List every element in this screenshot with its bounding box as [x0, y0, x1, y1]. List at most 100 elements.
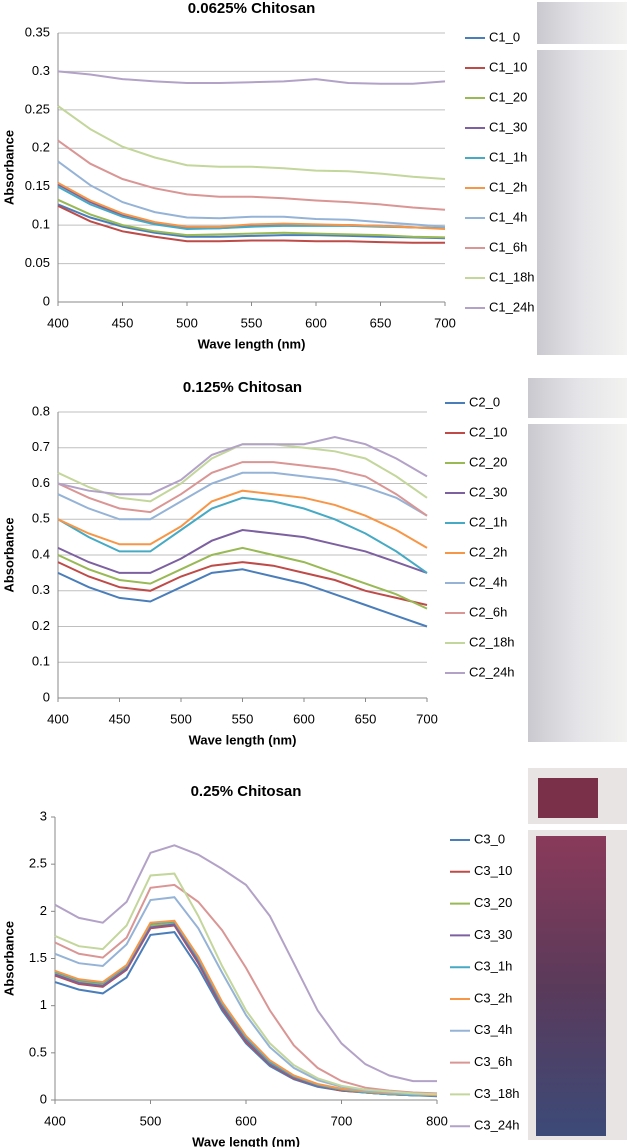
- y-axis-title: Absorbance: [1, 921, 16, 996]
- legend-label: C3_20: [474, 895, 512, 910]
- legend-label: C1_0: [489, 29, 520, 44]
- data-line: [57, 461, 428, 517]
- legend-label: C3_4h: [474, 1022, 512, 1037]
- y-tick-label: 3: [40, 808, 47, 823]
- legend-label: C1_24h: [489, 299, 535, 314]
- data-line: [57, 496, 428, 574]
- y-tick-label: 0.5: [32, 511, 50, 526]
- data-line: [57, 489, 428, 549]
- x-tick-label: 550: [232, 711, 254, 726]
- x-tick-label: 500: [176, 315, 198, 330]
- legend-label: C3_30: [474, 927, 512, 942]
- legend-label: C3_18h: [474, 1086, 520, 1101]
- x-tick-label: 500: [140, 1113, 162, 1128]
- data-line: [57, 139, 446, 211]
- x-axis-title: Wave length (nm): [192, 1134, 300, 1147]
- y-axis-title: Absorbance: [1, 130, 16, 205]
- legend-label: C1_6h: [489, 239, 527, 254]
- legend-label: C2_24h: [469, 664, 515, 679]
- y-tick-label: 0.2: [32, 618, 50, 633]
- y-tick-label: 0: [40, 1091, 47, 1106]
- y-tick-label: 2: [40, 903, 47, 918]
- legend-label: C3_10: [474, 863, 512, 878]
- chart-title: 0.125% Chitosan: [183, 379, 302, 396]
- y-tick-label: 0.6: [32, 475, 50, 490]
- x-tick-label: 400: [47, 315, 69, 330]
- y-tick-label: 0.8: [32, 403, 50, 418]
- legend-label: C1_1h: [489, 149, 527, 164]
- data-line: [57, 203, 446, 240]
- legend-label: C1_20: [489, 89, 527, 104]
- legend-label: C3_0: [474, 831, 505, 846]
- x-tick-label: 700: [331, 1113, 353, 1128]
- legend-label: C2_30: [469, 484, 507, 499]
- x-tick-label: 600: [305, 315, 327, 330]
- legend-label: C2_1h: [469, 514, 507, 529]
- x-tick-label: 800: [426, 1113, 448, 1128]
- legend-label: C2_6h: [469, 604, 507, 619]
- x-tick-label: 400: [47, 711, 69, 726]
- data-line: [57, 435, 428, 496]
- legend-label: C1_10: [489, 59, 527, 74]
- legend-label: C3_24h: [474, 1118, 520, 1133]
- x-tick-label: 500: [170, 711, 192, 726]
- y-tick-label: 0.3: [32, 63, 50, 78]
- y-tick-label: 0.15: [25, 178, 50, 193]
- legend-label: C2_2h: [469, 544, 507, 559]
- legend-label: C2_18h: [469, 634, 515, 649]
- legend-label: C1_4h: [489, 209, 527, 224]
- y-tick-label: 2.5: [29, 856, 47, 871]
- y-tick-label: 0.25: [25, 101, 50, 116]
- y-tick-label: 0.05: [25, 255, 50, 270]
- legend-label: C1_2h: [489, 179, 527, 194]
- x-tick-label: 700: [434, 315, 456, 330]
- y-tick-label: 0.4: [32, 546, 50, 561]
- data-line: [57, 204, 445, 244]
- legend-label: C1_30: [489, 119, 527, 134]
- y-tick-label: 0.5: [29, 1044, 47, 1059]
- data-line: [57, 528, 428, 574]
- data-line: [54, 919, 438, 1097]
- data-line: [57, 471, 428, 521]
- data-line: [57, 105, 446, 180]
- legend-label: C3_6h: [474, 1054, 512, 1069]
- y-tick-label: 0.2: [32, 140, 50, 155]
- data-line: [54, 896, 437, 1096]
- legend-label: C2_20: [469, 454, 507, 469]
- x-tick-label: 700: [416, 711, 438, 726]
- y-tick-label: 0: [43, 293, 50, 308]
- data-line: [57, 70, 446, 85]
- x-tick-label: 650: [355, 711, 377, 726]
- x-tick-label: 450: [112, 315, 134, 330]
- y-tick-label: 0.7: [32, 439, 50, 454]
- data-line: [54, 872, 438, 1096]
- legend-label: C3_2h: [474, 990, 512, 1005]
- data-line: [57, 568, 428, 628]
- x-tick-label: 600: [293, 711, 315, 726]
- x-tick-label: 550: [241, 315, 263, 330]
- y-tick-label: 0: [43, 689, 50, 704]
- y-tick-label: 0.1: [32, 217, 50, 232]
- cuvette-photo: [528, 2, 627, 1140]
- y-tick-label: 0.1: [32, 654, 50, 669]
- chart-title: 0.0625% Chitosan: [188, 0, 316, 17]
- y-tick-label: 0.35: [25, 24, 50, 39]
- y-tick-label: 1.5: [29, 950, 47, 965]
- legend-label: C2_0: [469, 394, 500, 409]
- x-tick-label: 450: [109, 711, 131, 726]
- legend-label: C1_18h: [489, 269, 535, 284]
- x-axis-title: Wave length (nm): [189, 732, 297, 747]
- data-line: [57, 546, 428, 610]
- data-line: [57, 160, 446, 228]
- data-line: [57, 198, 446, 239]
- chart-title: 0.25% Chitosan: [191, 783, 302, 800]
- legend-label: C2_10: [469, 424, 507, 439]
- x-tick-label: 650: [370, 315, 392, 330]
- legend-label: C3_1h: [474, 959, 512, 974]
- y-tick-label: 1: [40, 997, 47, 1012]
- y-axis-title: Absorbance: [1, 517, 16, 592]
- data-line: [54, 883, 438, 1095]
- data-line: [57, 182, 446, 230]
